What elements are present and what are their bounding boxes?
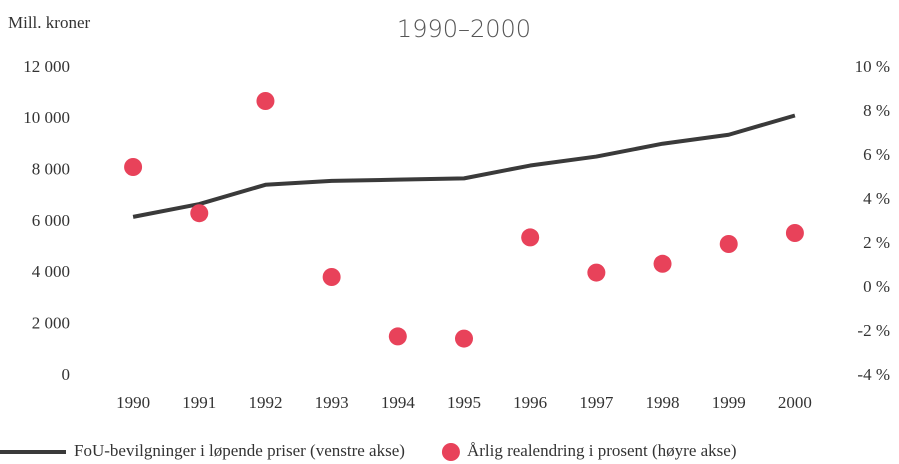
x-tick-label: 1995 (447, 393, 481, 412)
x-tick-label: 1992 (248, 393, 282, 412)
y-tick-label: 2 000 (32, 314, 70, 333)
x-tick-label: 1994 (381, 393, 416, 412)
x-tick-label: 1999 (712, 393, 746, 412)
x-tick-label: 1998 (646, 393, 680, 412)
x-tick-label: 1997 (579, 393, 614, 412)
scatter-point (455, 329, 473, 348)
scatter-point (521, 228, 540, 247)
y2-tick-label: 0 % (863, 277, 890, 296)
y2-tick-label: 6 % (863, 145, 890, 164)
x-tick-label: 1990 (116, 393, 150, 412)
scatter-point (785, 224, 804, 242)
y-tick-label: 4 000 (32, 262, 70, 281)
y-tick-label: 0 (62, 365, 71, 384)
y-axis-label: Mill. kroner (8, 13, 90, 32)
x-tick-label: 1996 (513, 393, 547, 412)
x-tick-label: 1993 (315, 393, 349, 412)
scatter-point (388, 327, 407, 346)
y2-tick-label: 2 % (863, 233, 890, 252)
scatter-point (322, 268, 341, 286)
y2-tick-label: 8 % (863, 101, 890, 120)
y-tick-label: 10 000 (23, 108, 70, 127)
x-tick-label: 2000 (778, 393, 812, 412)
legend-swatch (441, 443, 460, 461)
y-tick-label: 12 000 (23, 57, 70, 76)
scatter-point (190, 204, 209, 223)
scatter-point (256, 92, 275, 110)
chart-title: 1990–2000 (397, 15, 531, 43)
y2-tick-label: 10 % (855, 57, 890, 76)
legend-label: Årlig realendring i prosent (høyre akse) (467, 441, 737, 460)
scatter-point (719, 235, 738, 253)
scatter-point (124, 158, 143, 176)
y-tick-label: 8 000 (32, 160, 70, 179)
x-tick-label: 1991 (182, 393, 216, 412)
scatter-point (653, 254, 672, 273)
y2-tick-label: -4 % (857, 365, 890, 384)
y2-tick-label: 4 % (863, 189, 890, 208)
scatter-point (587, 263, 606, 282)
legend-label: FoU-bevilgninger i løpende priser (venst… (74, 441, 405, 460)
y-tick-label: 6 000 (32, 211, 70, 230)
y2-tick-label: -2 % (857, 321, 890, 340)
line-series (132, 113, 796, 219)
